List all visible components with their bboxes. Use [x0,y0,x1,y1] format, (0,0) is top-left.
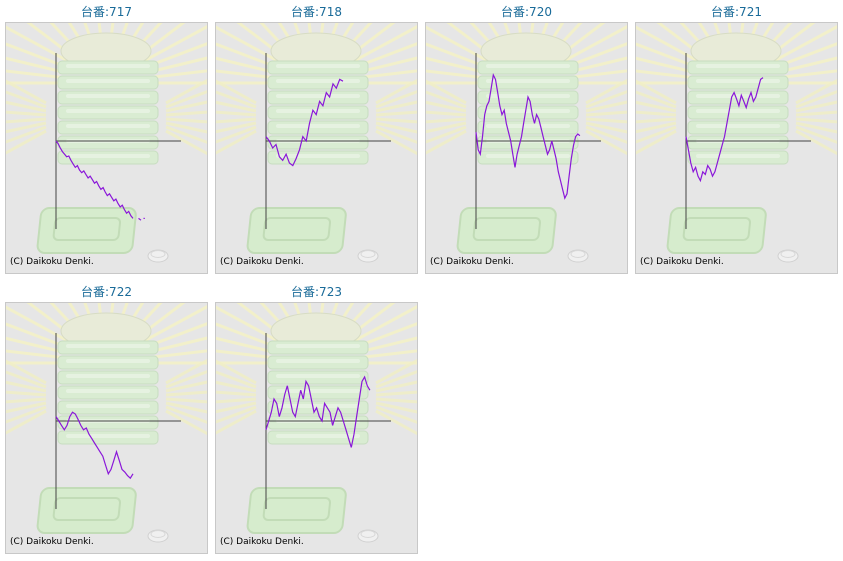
machine-stack-art [57,32,159,165]
machine-stack-art [477,32,579,165]
background-artwork [636,23,837,273]
sunburst-rays-lower [426,78,627,156]
background-artwork [426,23,627,273]
series-line [475,73,581,200]
background-artwork [216,303,417,553]
copyright-text: (C) Daikoku Denki. [10,537,94,547]
chart-title-link[interactable]: 台番:720 [501,5,552,19]
line-chart [636,23,837,273]
background-artwork [6,23,207,273]
tray-art [666,207,767,254]
tray-art [36,207,137,254]
machine-stack-art [687,32,789,165]
coin-art [147,529,169,543]
chart-frame: (C) Daikoku Denki. [215,22,418,274]
chart-title-link[interactable]: 台番:722 [81,285,132,299]
sunburst-rays-lower [636,78,837,156]
line-chart [216,23,417,273]
machine-stack-art [267,312,369,445]
chart-frame: (C) Daikoku Denki. [5,302,208,554]
chart-title-link[interactable]: 台番:718 [291,5,342,19]
sunburst-rays-lower [216,78,417,156]
chart-title-link[interactable]: 台番:717 [81,5,132,19]
series-line [685,77,764,183]
chart-title-link[interactable]: 台番:723 [291,285,342,299]
line-chart [216,303,417,553]
line-chart [6,23,207,273]
series-line [265,78,344,167]
tray-art [456,207,557,254]
series-line [265,375,371,448]
axes [685,53,811,229]
chart-title-link[interactable]: 台番:721 [711,5,762,19]
copyright-text: (C) Daikoku Denki. [220,537,304,547]
background-artwork [216,23,417,273]
copyright-text: (C) Daikoku Denki. [430,257,514,267]
axes [475,53,601,229]
tray-art [36,487,137,534]
chart-frame: (C) Daikoku Denki. [5,22,208,274]
copyright-text: (C) Daikoku Denki. [10,257,94,267]
copyright-text: (C) Daikoku Denki. [640,257,724,267]
line-chart [6,303,207,553]
coin-art [147,249,169,263]
chart-frame: (C) Daikoku Denki. [425,22,628,274]
copyright-text: (C) Daikoku Denki. [220,257,304,267]
series-line [55,140,134,219]
tray-art [246,487,347,534]
coin-art [357,529,379,543]
axes [265,333,391,509]
chart-frame: (C) Daikoku Denki. [215,302,418,554]
sunburst-rays-lower [216,358,417,436]
background-artwork [6,303,207,553]
machine-stack-art [57,312,159,445]
coin-art [357,249,379,263]
chart-frame: (C) Daikoku Denki. [635,22,838,274]
axes [265,53,391,229]
line-chart [426,23,627,273]
tray-art [246,207,347,254]
coin-art [567,249,589,263]
sunburst-rays-lower [6,78,207,156]
sunburst-rays-lower [6,358,207,436]
axes [55,333,181,509]
series-line-fragment [138,217,142,221]
machine-stack-art [267,32,369,165]
series-line [55,411,134,480]
coin-art [777,249,799,263]
